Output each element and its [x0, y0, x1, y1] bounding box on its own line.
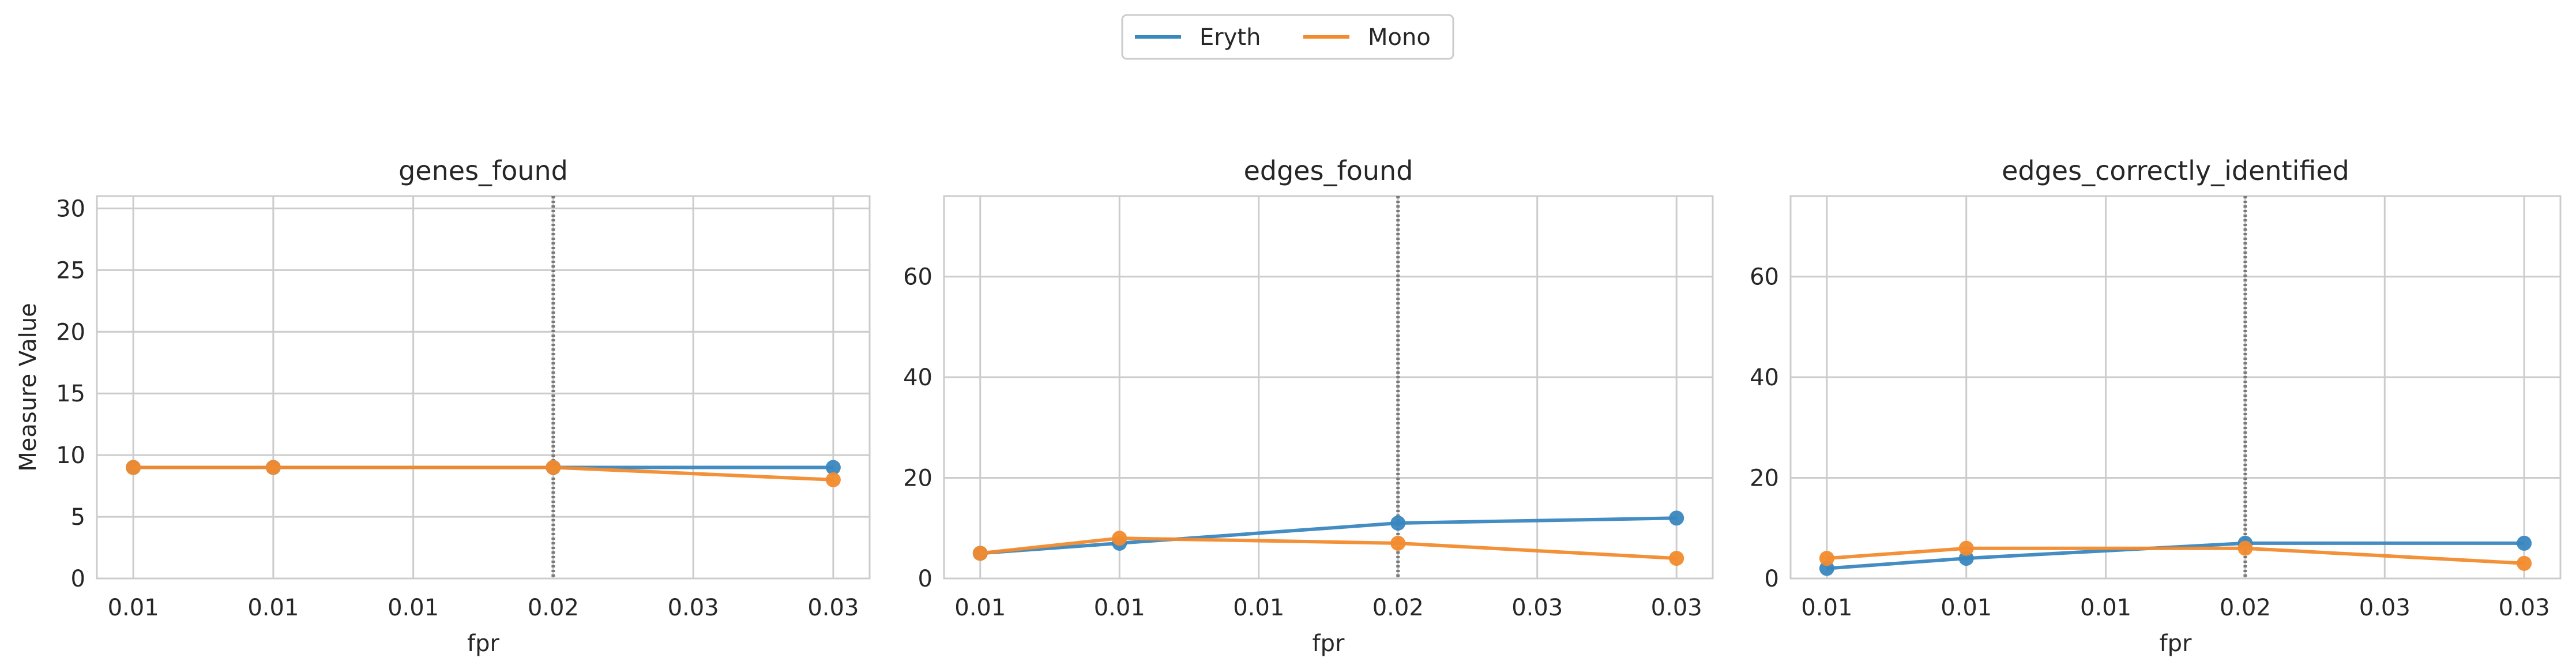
x-tick-label: 0.01: [247, 595, 299, 621]
series-mono: [1819, 540, 2532, 571]
x-tick-label: 0.01: [1941, 595, 1992, 621]
x-tick-label: 0.01: [388, 595, 439, 621]
legend: Eryth Mono: [1121, 14, 1454, 60]
x-axis-label: fpr: [1313, 630, 1345, 657]
grid: [97, 196, 870, 580]
series-line: [1826, 546, 2525, 565]
x-axis-label: fpr: [467, 630, 499, 657]
data-point: [2237, 540, 2253, 556]
plot-frame: [1789, 195, 2562, 580]
data-point: [1390, 516, 1406, 531]
y-tick-label: 5: [71, 504, 85, 531]
legend-label: Mono: [1368, 24, 1431, 51]
y-tick-label: 40: [903, 364, 932, 391]
x-tick-label: 0.01: [1801, 595, 1852, 621]
chart-title: edges_correctly_identified: [2002, 155, 2349, 186]
y-tick-label: 15: [56, 381, 85, 407]
y-tick-label: 25: [56, 257, 85, 284]
legend-label: Eryth: [1199, 24, 1261, 51]
data-point: [1669, 510, 1684, 526]
data-point: [825, 472, 841, 487]
x-tick-label: 0.01: [954, 595, 1006, 621]
data-point: [1958, 540, 1974, 556]
legend-frame: [1121, 14, 1454, 60]
data-point: [2517, 555, 2532, 571]
x-tick-label: 0.03: [807, 595, 859, 621]
x-tick-label: 0.03: [1511, 595, 1563, 621]
data-point: [1669, 551, 1684, 566]
legend-entry-mono: Mono: [1303, 24, 1431, 51]
x-tick-label: 0.01: [108, 595, 159, 621]
chart-panel-2: 0 20 40 60 0.01 0.01 0.01 0.02 0.03 0.03 edges_fou…: [903, 155, 1714, 657]
series-line: [133, 465, 834, 482]
series-line: [1826, 541, 2525, 570]
x-tick-label: 0.02: [1372, 595, 1424, 621]
y-tick-label: 60: [1750, 264, 1779, 291]
data-point: [972, 546, 988, 561]
plot-frame: [96, 195, 871, 580]
y-tick-label: 40: [1750, 364, 1779, 391]
x-tick-label: 0.02: [2220, 595, 2271, 621]
y-tick-label: 0: [71, 566, 85, 592]
legend-entry-eryth: Eryth: [1135, 24, 1261, 51]
x-tick-label: 0.03: [2499, 595, 2550, 621]
plot-frame: [943, 195, 1714, 580]
data-point: [546, 460, 561, 475]
data-point: [825, 460, 841, 475]
y-tick-label: 20: [56, 319, 85, 345]
data-point: [1112, 531, 1127, 546]
x-tick-label: 0.02: [528, 595, 579, 621]
x-tick-label: 0.01: [1094, 595, 1145, 621]
y-tick-label: 0: [918, 566, 932, 592]
chart-panels: 0 5 10 15 20 25 30 0.01 0.01 0.01 0.02 0.03 0.03 gene…: [15, 155, 2562, 657]
chart-panel-3: 0 20 40 60 0.01 0.01 0.01 0.02 0.03 0.03 edges_cor…: [1750, 155, 2562, 657]
y-tick-label: 30: [56, 196, 85, 222]
data-point: [1390, 535, 1406, 551]
series-mono: [972, 531, 1684, 566]
y-tick-label: 10: [56, 442, 85, 469]
x-axis-label: fpr: [2160, 630, 2192, 657]
y-tick-label: 20: [903, 465, 932, 492]
x-tick-label: 0.01: [2080, 595, 2131, 621]
x-tick-label: 0.03: [1651, 595, 1702, 621]
series-line: [980, 516, 1677, 555]
data-point: [126, 460, 141, 475]
x-tick-label: 0.03: [668, 595, 719, 621]
y-tick-label: 20: [1750, 465, 1779, 492]
chart-title: genes_found: [398, 155, 568, 186]
data-point: [265, 460, 281, 475]
series-line: [980, 536, 1677, 561]
series-eryth: [1819, 535, 2532, 576]
data-point: [1819, 551, 1834, 566]
y-tick-label: 0: [1765, 566, 1779, 592]
chart-panel-1: 0 5 10 15 20 25 30 0.01 0.01 0.01 0.02 0.03 0.03 gene…: [15, 155, 871, 657]
y-axis-label: Measure Value: [15, 303, 42, 472]
y-tick-label: 60: [903, 264, 932, 291]
data-point: [2517, 535, 2532, 551]
x-tick-label: 0.01: [1233, 595, 1284, 621]
x-tick-label: 0.03: [2359, 595, 2410, 621]
chart-title: edges_found: [1244, 155, 1413, 186]
series-mono: [126, 460, 841, 487]
grid: [1791, 196, 2560, 580]
